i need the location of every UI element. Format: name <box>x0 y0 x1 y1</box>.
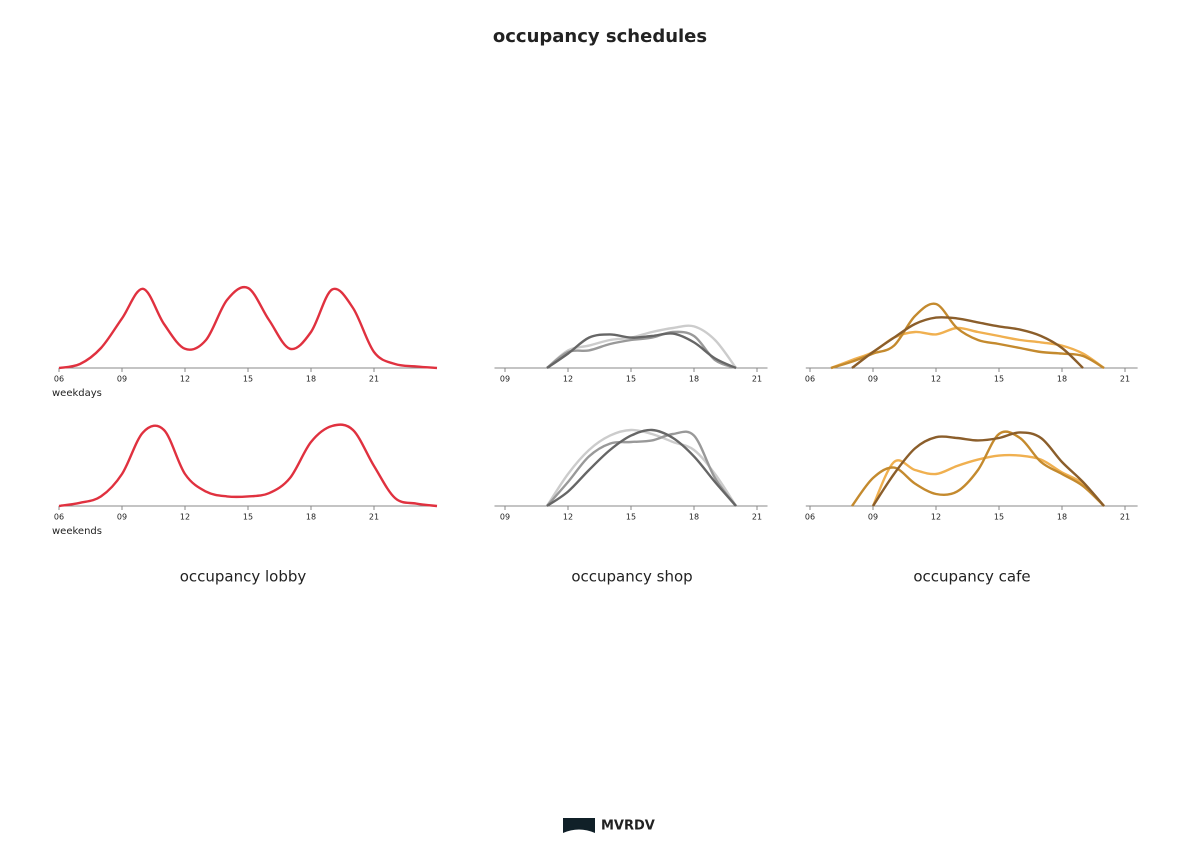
series-line <box>58 286 438 370</box>
series-line <box>546 324 737 369</box>
x-tick-label: 21 <box>369 375 379 384</box>
series-line <box>851 430 1105 507</box>
x-tick-label: 09 <box>868 513 878 522</box>
series-line <box>546 332 737 370</box>
x-tick-label: 15 <box>243 513 253 522</box>
x-tick-label: 09 <box>117 513 127 522</box>
x-tick-label: 06 <box>54 375 64 384</box>
x-tick-label: 12 <box>931 375 941 384</box>
x-tick-label: 15 <box>626 513 636 522</box>
x-tick-label: 21 <box>752 375 762 384</box>
x-tick-label: 18 <box>1057 375 1067 384</box>
x-tick-label: 12 <box>931 513 941 522</box>
x-tick-label: 12 <box>563 513 573 522</box>
caption: occupancy cafe <box>913 568 1030 586</box>
x-tick-label: 15 <box>994 375 1004 384</box>
series-line <box>871 431 1105 507</box>
x-tick-label: 09 <box>117 375 127 384</box>
x-tick-label: 18 <box>306 513 316 522</box>
x-tick-label: 12 <box>180 513 190 522</box>
x-tick-label: 06 <box>805 513 815 522</box>
x-tick-label: 15 <box>994 513 1004 522</box>
x-tick-label: 21 <box>752 513 762 522</box>
x-tick-label: 18 <box>689 513 699 522</box>
x-tick-label: 21 <box>369 513 379 522</box>
x-tick-label: 18 <box>306 375 316 384</box>
series-line <box>546 428 737 507</box>
series-line <box>871 453 1105 507</box>
series-line <box>830 302 1105 370</box>
x-tick-label: 18 <box>689 375 699 384</box>
x-tick-label: 18 <box>1057 513 1067 522</box>
x-tick-label: 15 <box>243 375 253 384</box>
page-title: occupancy schedules <box>493 26 707 47</box>
x-tick-label: 21 <box>1120 375 1130 384</box>
logo-mark <box>563 818 595 833</box>
logo-text: MVRDV <box>601 819 655 834</box>
x-axis-label: weekends <box>52 526 102 537</box>
x-axis-label: weekdays <box>52 388 102 399</box>
x-tick-label: 12 <box>180 375 190 384</box>
caption: occupancy shop <box>571 568 692 586</box>
series-line <box>851 316 1084 369</box>
x-tick-label: 09 <box>868 375 878 384</box>
x-tick-label: 06 <box>805 375 815 384</box>
caption: occupancy lobby <box>180 568 307 586</box>
series-line <box>58 423 438 508</box>
x-tick-label: 12 <box>563 375 573 384</box>
x-tick-label: 21 <box>1120 513 1130 522</box>
x-tick-label: 06 <box>54 513 64 522</box>
series-line <box>546 330 737 370</box>
x-tick-label: 15 <box>626 375 636 384</box>
x-tick-label: 09 <box>500 513 510 522</box>
x-tick-label: 09 <box>500 375 510 384</box>
series-line <box>546 430 737 507</box>
